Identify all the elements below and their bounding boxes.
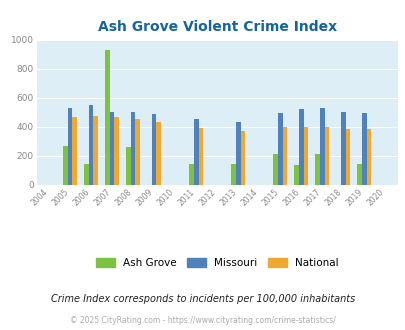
Bar <box>156 122 161 185</box>
Bar <box>361 113 366 185</box>
Title: Ash Grove Violent Crime Index: Ash Grove Violent Crime Index <box>98 20 336 34</box>
Bar <box>151 114 156 185</box>
Bar <box>277 113 282 185</box>
Bar <box>240 131 245 185</box>
Bar <box>356 164 361 185</box>
Bar <box>105 50 110 185</box>
Bar <box>319 108 324 185</box>
Bar <box>366 129 370 185</box>
Bar <box>345 129 350 185</box>
Bar <box>72 117 77 185</box>
Bar <box>298 109 303 185</box>
Bar <box>282 127 286 185</box>
Bar <box>110 112 114 185</box>
Bar <box>194 119 198 185</box>
Bar <box>189 164 194 185</box>
Bar <box>126 147 130 185</box>
Bar <box>89 105 93 185</box>
Bar <box>84 164 89 185</box>
Bar <box>340 112 345 185</box>
Bar <box>294 165 298 185</box>
Bar <box>114 116 119 185</box>
Bar <box>303 127 307 185</box>
Text: © 2025 CityRating.com - https://www.cityrating.com/crime-statistics/: © 2025 CityRating.com - https://www.city… <box>70 316 335 325</box>
Bar <box>198 128 202 185</box>
Bar <box>130 112 135 185</box>
Bar <box>315 154 319 185</box>
Bar <box>93 116 98 185</box>
Bar <box>324 127 328 185</box>
Bar <box>235 122 240 185</box>
Bar <box>135 119 140 185</box>
Bar <box>231 164 235 185</box>
Bar <box>68 108 72 185</box>
Bar <box>273 154 277 185</box>
Bar <box>63 146 68 185</box>
Text: Crime Index corresponds to incidents per 100,000 inhabitants: Crime Index corresponds to incidents per… <box>51 294 354 304</box>
Legend: Ash Grove, Missouri, National: Ash Grove, Missouri, National <box>92 254 342 273</box>
